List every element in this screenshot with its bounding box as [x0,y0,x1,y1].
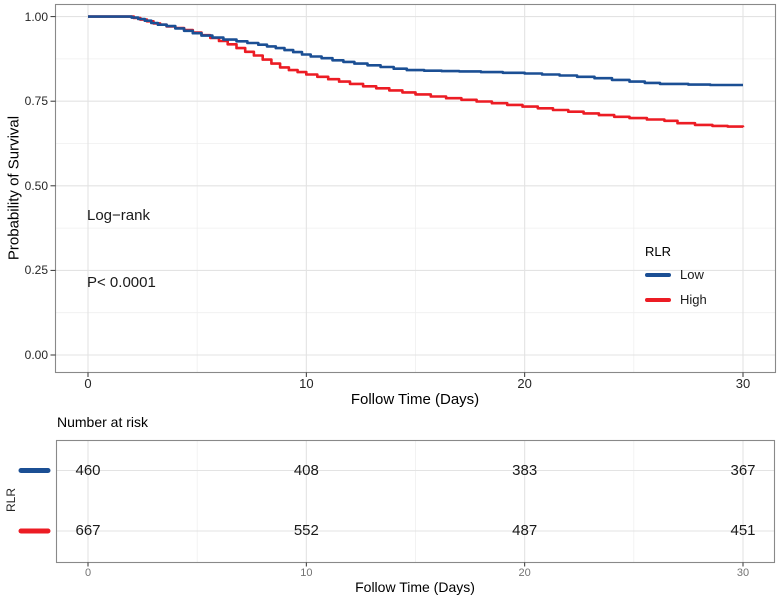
survival-curve-low [88,15,743,87]
legend-title: RLR [645,244,672,259]
pvalue-annotation: P< 0.0001 [87,274,156,291]
risk-count-low: 408 [293,461,319,479]
x-tick-label: 10 [299,376,314,391]
risk-table-title: Number at risk [57,414,149,430]
risk-count-low: 367 [730,461,756,479]
x-axis-title: Follow Time (Days) [350,391,480,408]
risk-table-x-axis-title: Follow Time (Days) [355,579,475,595]
logrank-annotation: Log−rank [87,207,150,224]
plot-panel-border [54,3,777,374]
y-tick-label: 0.50 [24,178,48,193]
risk-x-tick-label: 10 [300,567,313,579]
risk-x-tick-label: 20 [518,567,531,579]
y-tick-label: 0.00 [24,348,48,362]
legend-label-low: Low [680,267,704,282]
risk-count-low: 460 [75,461,101,479]
x-tick-label: 30 [735,376,751,391]
risk-table-axis-label: RLR [4,487,18,513]
legend: RLR Low High [645,245,707,309]
x-tick-label: 20 [517,376,532,391]
risk-count-high: 487 [512,522,538,539]
risk-count-low: 383 [512,461,538,479]
legend-label-high: High [680,292,707,307]
y-tick-label: 0.25 [24,263,48,278]
legend-item-high: High [645,290,707,309]
high-line-swatch-icon [645,297,671,302]
x-tick-label: 0 [84,376,92,391]
y-tick-label: 1.00 [24,9,48,24]
risk-x-tick-label: 30 [736,567,750,579]
risk-count-high: 667 [75,522,101,539]
risk-x-tick-label: 0 [84,567,92,579]
legend-item-low: Low [645,265,707,284]
y-tick-label: 0.75 [24,94,48,109]
risk-panel-border [55,439,776,564]
risk-count-high: 552 [293,522,319,539]
risk-count-high: 451 [730,522,756,539]
low-line-swatch-icon [645,272,671,277]
